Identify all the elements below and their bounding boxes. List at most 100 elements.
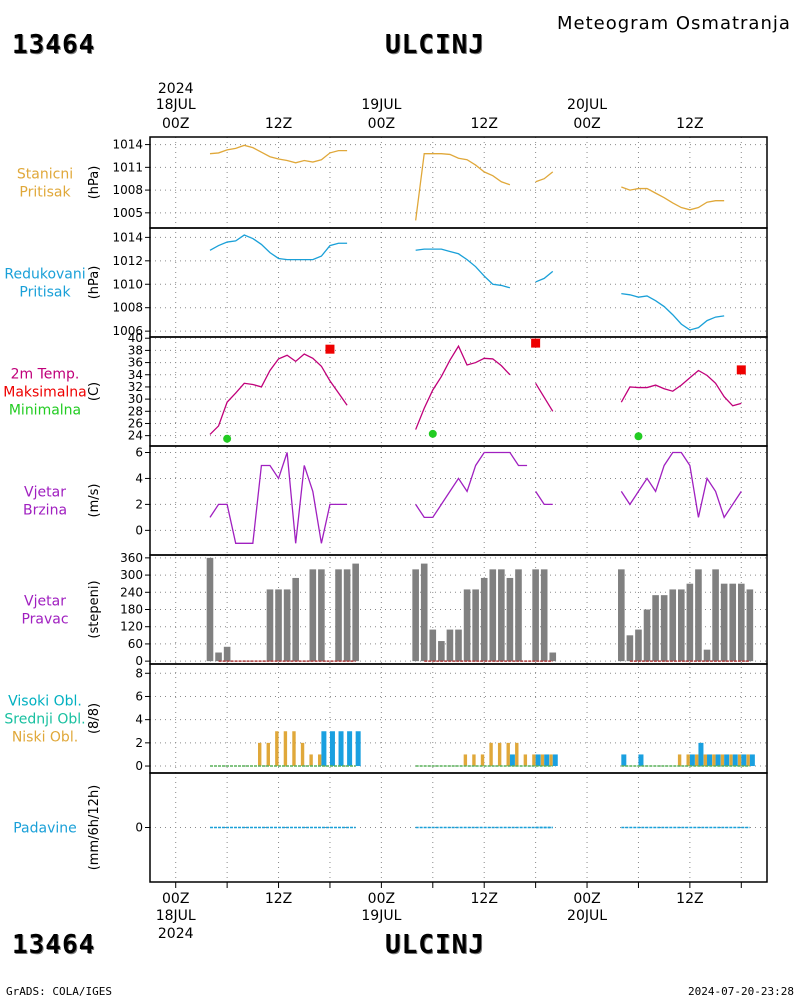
wind-direction-bar xyxy=(712,569,719,662)
temperature-panel-label: 2m Temp. xyxy=(11,367,80,383)
precipitation-y-tick-label: 0 xyxy=(135,821,143,835)
wind-direction-bar xyxy=(506,577,514,662)
reduced_pressure-series-line xyxy=(209,234,348,261)
wind_speed-series-line xyxy=(415,451,528,519)
station_pressure-y-tick-label: 1014 xyxy=(112,138,143,152)
reduced_pressure-y-tick-label: 1014 xyxy=(112,230,143,244)
high-cloud-bar xyxy=(329,731,335,767)
reduced_pressure-panel-frame xyxy=(149,227,768,338)
clouds-y-tick-label: 4 xyxy=(135,713,143,727)
wind-direction-bar xyxy=(737,583,745,662)
wind-direction-bar xyxy=(446,629,454,662)
top-date-label: 18JUL xyxy=(156,97,196,113)
high-cloud-bar xyxy=(552,754,558,767)
wind_speed-series-line xyxy=(620,451,742,519)
low-cloud-bar xyxy=(720,754,725,767)
low-cloud-bar xyxy=(497,742,502,767)
precipitation-panel-frame xyxy=(149,772,768,883)
clouds-panel-label: Srednji Obl. xyxy=(4,712,85,728)
low-cloud-bar xyxy=(480,754,485,767)
wind-direction-bar xyxy=(549,652,557,662)
clouds-panel-label: Niski Obl. xyxy=(12,730,78,746)
clouds-y-tick-label: 0 xyxy=(135,759,143,773)
top-year-label: 2024 xyxy=(158,81,194,97)
wind-direction-bar xyxy=(695,569,702,662)
wind_direction-panel-label: Vjetar xyxy=(24,594,66,610)
station_pressure-y-axis-label: (hPa) xyxy=(87,166,102,200)
top-time-tick-label: 12Z xyxy=(676,116,703,132)
low-cloud-bar xyxy=(540,754,545,767)
high-cloud-bar xyxy=(698,742,704,767)
temperature-y-tick-label: 28 xyxy=(128,404,143,418)
low-cloud-bar xyxy=(703,754,708,767)
low-cloud-bar xyxy=(737,754,742,767)
reduced_pressure-y-tick-label: 1006 xyxy=(112,324,143,338)
low-cloud-bar xyxy=(532,754,536,767)
wind-direction-bar xyxy=(515,569,522,662)
high-cloud-bar xyxy=(535,754,541,767)
wind_direction-panel-label: Pravac xyxy=(21,612,68,628)
wind_speed-panel-label: Vjetar xyxy=(24,485,66,501)
wind-direction-bar xyxy=(669,589,677,662)
bottom-date-label: 19JUL xyxy=(361,908,401,924)
wind-direction-bar xyxy=(678,589,685,662)
reduced_pressure-series-line xyxy=(621,292,725,331)
clouds-y-tick-label: 8 xyxy=(135,666,143,680)
bottom-date-label: 20JUL xyxy=(567,908,607,924)
low-cloud-bar xyxy=(515,742,519,767)
low-cloud-bar xyxy=(549,754,553,767)
wind-direction-bar xyxy=(420,563,428,662)
wind-direction-bar xyxy=(206,557,214,662)
temperature-series-line xyxy=(620,369,742,407)
clouds-y-tick-label: 6 xyxy=(135,689,143,703)
station-id-bottom: 13464 xyxy=(12,930,96,960)
tmin-marker xyxy=(634,432,643,441)
low-cloud-bar xyxy=(712,754,716,767)
low-cloud-bar xyxy=(746,754,750,767)
wind-direction-bar xyxy=(275,589,282,662)
high-cloud-bar xyxy=(638,754,644,767)
high-cloud-bar xyxy=(338,731,344,767)
grads-credit: GrADS: COLA/IGES xyxy=(6,985,112,998)
wind-direction-bar xyxy=(660,595,668,662)
wind_speed-y-tick-label: 2 xyxy=(135,497,143,511)
bottom-time-tick-label: 12Z xyxy=(676,891,703,907)
wind-direction-bar xyxy=(498,569,505,662)
generation-timestamp: 2024-07-20-23:28 xyxy=(688,985,794,998)
station_pressure-series-line xyxy=(621,186,725,211)
high-cloud-bar xyxy=(321,731,327,767)
temperature-y-tick-label: 30 xyxy=(128,392,143,406)
temperature-y-tick-label: 36 xyxy=(128,356,143,370)
wind-direction-bar xyxy=(643,609,651,662)
station_pressure-series-line xyxy=(415,153,511,221)
wind-direction-bar xyxy=(455,629,462,662)
bottom-date-label: 18JUL xyxy=(156,908,196,924)
chart-title: Meteogram Osmatranja xyxy=(557,13,791,34)
wind_direction-y-axis-label: (stepeni) xyxy=(87,580,102,638)
low-cloud-bar xyxy=(309,754,313,767)
reduced_pressure-y-tick-label: 1010 xyxy=(112,277,143,291)
clouds-panel-frame xyxy=(149,663,768,774)
wind_speed-series-line xyxy=(209,452,348,544)
low-cloud-bar xyxy=(258,742,262,767)
clouds-y-tick-label: 2 xyxy=(135,736,143,750)
wind_speed-panel-frame xyxy=(149,445,768,556)
wind-direction-bar xyxy=(292,577,299,662)
wind-direction-bar xyxy=(686,583,694,662)
station_pressure-series-line xyxy=(535,171,554,183)
wind_speed-y-tick-label: 0 xyxy=(135,523,143,537)
bottom-time-tick-label: 00Z xyxy=(162,891,189,907)
wind-direction-bar xyxy=(540,569,548,662)
wind-direction-bar xyxy=(472,589,479,662)
wind_direction-y-tick-label: 360 xyxy=(120,551,143,565)
temperature-series-line xyxy=(209,353,348,435)
station_pressure-y-tick-label: 1008 xyxy=(112,183,143,197)
low-cloud-bar xyxy=(463,754,468,767)
wind-direction-bar xyxy=(463,589,471,662)
wind_direction-y-tick-label: 300 xyxy=(120,568,143,582)
reduced_pressure-y-axis-label: (hPa) xyxy=(87,266,102,300)
wind_speed-y-tick-label: 6 xyxy=(135,445,143,459)
high-cloud-bar xyxy=(732,754,738,767)
station_pressure-panel-frame xyxy=(149,136,768,229)
clouds-y-axis-label: (8/8) xyxy=(87,703,102,734)
